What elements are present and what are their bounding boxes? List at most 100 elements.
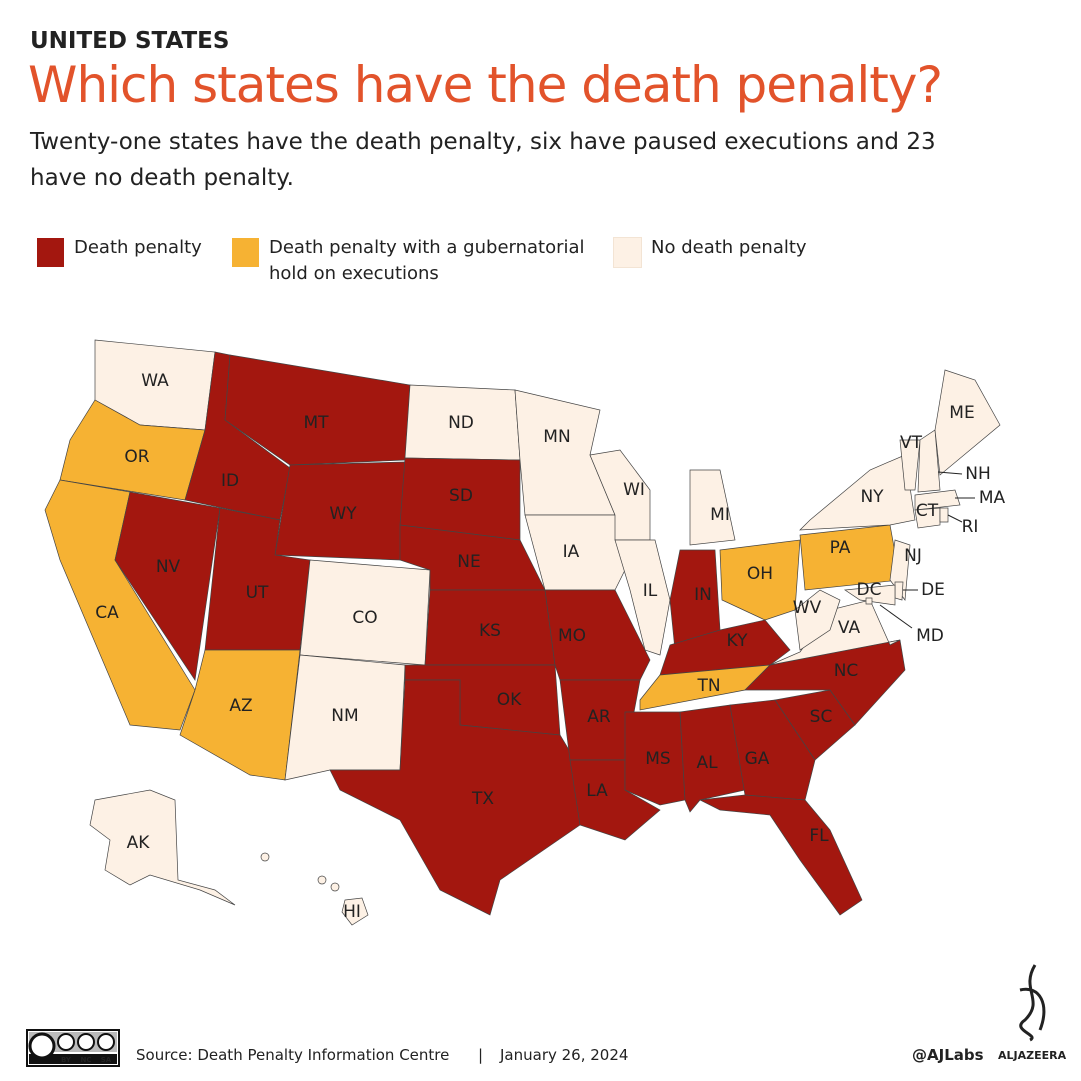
state-label: WY xyxy=(329,504,357,524)
logo-mark xyxy=(1019,987,1046,1031)
state xyxy=(894,581,904,601)
separator: | xyxy=(478,1046,484,1064)
license-badge: BY NC SA xyxy=(26,1029,120,1067)
state xyxy=(614,539,671,656)
state xyxy=(899,439,921,491)
state-label: MO xyxy=(558,626,586,646)
state-label: UT xyxy=(246,583,269,603)
state-label: TN xyxy=(696,676,720,696)
state xyxy=(514,389,616,516)
leader-line xyxy=(947,514,963,523)
brand: ALJAZEERA xyxy=(998,1049,1067,1062)
state-label: CO xyxy=(352,608,377,628)
state-label: OR xyxy=(124,447,149,467)
license-label: NC xyxy=(81,1056,92,1064)
state xyxy=(865,597,873,605)
state-label: NY xyxy=(860,487,884,507)
state-label: NM xyxy=(331,706,358,726)
state-label: VT xyxy=(900,433,923,453)
island xyxy=(317,875,327,885)
state xyxy=(114,491,221,681)
state-label: MN xyxy=(543,427,570,447)
state xyxy=(689,469,736,546)
license-label: SA xyxy=(101,1056,112,1064)
license-label: BY xyxy=(61,1056,72,1064)
state-label: WA xyxy=(141,371,169,391)
state-label: CA xyxy=(95,603,119,623)
state-label: NC xyxy=(834,661,859,681)
state-label: NV xyxy=(156,557,181,577)
handle: @AJLabs xyxy=(912,1046,984,1064)
state-label: SC xyxy=(810,707,833,727)
state-label: DC xyxy=(857,580,882,600)
state-label: IN xyxy=(694,585,712,605)
state-label: SD xyxy=(449,486,473,506)
legend-label: Death penalty with a gubernatorial hold … xyxy=(269,237,585,284)
states xyxy=(44,339,1001,926)
source: Source: Death Penalty Information Centre xyxy=(136,1046,450,1064)
state-label: AR xyxy=(587,707,611,727)
state-label: NJ xyxy=(904,546,922,566)
state-label: IL xyxy=(643,581,658,601)
logo xyxy=(1019,964,1046,1042)
badge-icon xyxy=(97,1033,115,1051)
state-label: MD xyxy=(916,626,944,646)
logo-mark xyxy=(1019,964,1037,1042)
state-label: MA xyxy=(979,488,1006,508)
state-label: ME xyxy=(949,403,974,423)
legend-item: No death penalty xyxy=(613,235,844,268)
state-label: HI xyxy=(343,902,361,922)
badge-icon xyxy=(57,1033,75,1051)
legend-label: Death penalty xyxy=(74,237,202,258)
state xyxy=(934,369,1001,476)
legend-item: Death penalty with a gubernatorial hold … xyxy=(232,235,612,287)
leader-line xyxy=(879,604,913,629)
state-label: MT xyxy=(303,413,329,433)
state xyxy=(914,507,941,529)
island xyxy=(330,882,340,892)
date: January 26, 2024 xyxy=(500,1046,629,1064)
state xyxy=(799,454,916,531)
state-label: OH xyxy=(747,564,773,584)
state-label: MS xyxy=(645,749,670,769)
legend-swatch xyxy=(232,238,259,267)
kicker: UNITED STATES xyxy=(30,28,230,54)
state xyxy=(914,489,961,511)
state-label: IA xyxy=(563,542,580,562)
state-label: ND xyxy=(448,413,474,433)
state xyxy=(843,584,896,606)
state-label: PA xyxy=(830,538,851,558)
state xyxy=(624,711,686,806)
title: Which states have the death penalty? xyxy=(28,56,943,114)
state-label: GA xyxy=(745,749,770,769)
state-label: VA xyxy=(838,618,861,638)
state-label: FL xyxy=(809,826,829,846)
state-label: ID xyxy=(221,471,239,491)
state-label: MI xyxy=(710,505,730,525)
state xyxy=(341,897,369,926)
state xyxy=(729,699,816,801)
state xyxy=(89,789,236,906)
state-label: WI xyxy=(623,480,645,500)
state xyxy=(698,794,863,916)
island xyxy=(260,852,270,862)
badge-bottom xyxy=(29,1054,117,1064)
state-label: NE xyxy=(457,552,480,572)
badge-icon xyxy=(77,1033,95,1051)
state xyxy=(917,429,941,493)
subtitle: Twenty-one states have the death penalty… xyxy=(30,129,936,191)
state-label: AL xyxy=(696,753,718,773)
state-label: NH xyxy=(965,464,991,484)
state xyxy=(719,539,801,621)
state xyxy=(939,507,949,523)
state-label: AK xyxy=(127,833,151,853)
state xyxy=(794,589,841,651)
leader-line xyxy=(937,471,963,475)
state xyxy=(224,354,411,466)
state-label: DE xyxy=(921,580,945,600)
state-label: TX xyxy=(471,789,494,809)
legend-item: Death penalty xyxy=(37,235,227,267)
legend-swatch xyxy=(613,237,642,268)
